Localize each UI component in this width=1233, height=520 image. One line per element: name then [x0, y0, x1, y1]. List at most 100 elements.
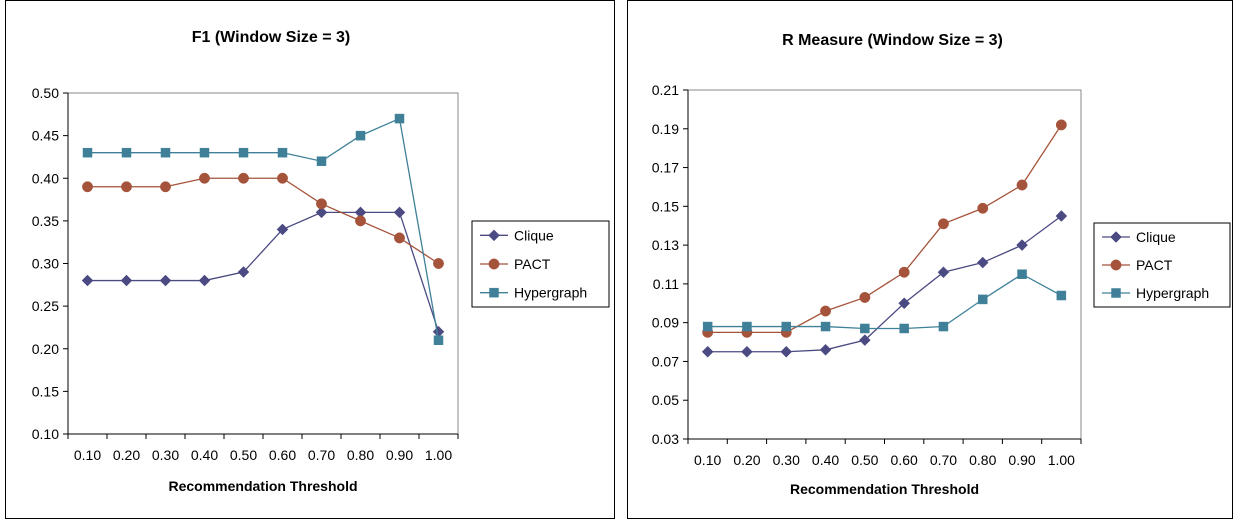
legend-marker-clique	[488, 229, 500, 242]
data-point-pact	[121, 181, 132, 193]
x-tick-label: 0.50	[230, 447, 257, 463]
legend-marker-hypergraph	[1111, 288, 1121, 298]
legend-label-pact: PACT	[514, 256, 551, 272]
r-measure-chart-panel: R Measure (Window Size = 3) 0.03 0.05 0.07 0…	[627, 0, 1233, 519]
data-point-hypergraph	[742, 321, 752, 332]
x-tick-label: 1.00	[1048, 452, 1075, 468]
data-point-hypergraph	[160, 147, 171, 158]
chart-title: R Measure (Window Size = 3)	[782, 32, 1003, 49]
legend-label-clique: Clique	[1136, 229, 1176, 245]
series-clique	[701, 210, 1068, 358]
legend-label-hypergraph: Hypergraph	[514, 285, 587, 301]
data-point-pact	[938, 218, 949, 230]
x-tick-label: 0.10	[74, 447, 101, 463]
series-clique	[81, 206, 445, 338]
y-tick-label: 0.11	[653, 276, 679, 292]
data-point-clique	[780, 345, 793, 358]
data-point-pact	[898, 266, 910, 278]
x-tick-label: 0.90	[386, 447, 413, 463]
data-point-clique	[701, 345, 714, 358]
data-point-hypergraph	[238, 147, 249, 158]
legend: Clique PACT Hypergraph	[471, 220, 610, 308]
data-point-hypergraph	[199, 147, 210, 158]
x-tick-label: 1.00	[425, 447, 452, 463]
legend-label-pact: PACT	[1136, 257, 1173, 273]
x-tick-label: 0.40	[191, 447, 218, 463]
y-tick-label: 0.20	[32, 341, 59, 357]
y-tick-label: 0.40	[32, 170, 59, 186]
plot-area	[687, 89, 1082, 440]
data-point-clique	[819, 343, 832, 356]
y-tick-label: 0.35	[32, 213, 59, 229]
data-point-pact	[1055, 119, 1067, 131]
data-point-clique	[276, 223, 289, 236]
data-point-pact	[199, 172, 210, 184]
series-line-hypergraph	[87, 117, 440, 341]
y-tick-label: 0.03	[652, 431, 679, 447]
data-point-pact	[820, 305, 832, 317]
data-point-hypergraph	[899, 323, 909, 334]
data-point-pact	[977, 202, 989, 214]
series-pact	[702, 119, 1067, 338]
data-point-hypergraph	[355, 130, 366, 141]
data-point-clique	[81, 274, 94, 287]
data-point-clique	[198, 274, 211, 287]
x-tick-label: 0.60	[269, 447, 296, 463]
legend-marker-pact	[488, 258, 500, 270]
series-line-clique	[87, 211, 440, 332]
data-point-clique	[858, 334, 871, 346]
data-point-hypergraph	[121, 147, 132, 158]
x-tick-label: 0.90	[1008, 452, 1035, 468]
legend-label-hypergraph: Hypergraph	[1136, 285, 1209, 301]
data-point-hypergraph	[702, 321, 713, 332]
y-tick-label: 0.09	[652, 315, 679, 331]
x-tick-label: 0.50	[851, 452, 878, 468]
y-tick-label: 0.45	[32, 128, 59, 144]
data-point-pact	[394, 232, 405, 244]
data-point-clique	[976, 256, 989, 269]
y-tick-label: 0.15	[32, 383, 59, 399]
data-point-clique	[159, 274, 172, 287]
data-point-hypergraph	[978, 294, 988, 305]
data-point-hypergraph	[1056, 290, 1067, 301]
y-tick-label: 0.50	[32, 85, 59, 101]
x-tick-label: 0.80	[969, 452, 996, 468]
data-point-clique	[898, 297, 911, 310]
x-tick-label: 0.20	[113, 447, 140, 463]
data-point-pact	[238, 172, 249, 184]
y-tick-label: 0.10	[32, 426, 59, 442]
x-tick-label: 0.30	[773, 452, 800, 468]
data-point-pact	[277, 172, 288, 184]
data-point-hypergraph	[781, 321, 791, 332]
y-tick-label: 0.05	[652, 392, 679, 408]
data-point-pact	[355, 215, 366, 227]
legend-label-clique: Clique	[514, 227, 554, 243]
data-point-clique	[120, 274, 133, 287]
data-point-hypergraph	[316, 156, 327, 166]
data-point-hypergraph	[277, 147, 288, 158]
x-tick-label: 0.70	[930, 452, 957, 468]
x-tick-label: 0.40	[812, 452, 839, 468]
data-point-clique	[1016, 239, 1028, 251]
x-tick-label: 0.20	[733, 452, 760, 468]
legend-marker-pact	[1110, 259, 1122, 271]
data-point-clique	[741, 345, 753, 358]
data-point-pact	[433, 258, 444, 269]
series-hypergraph	[82, 113, 444, 345]
data-point-clique	[315, 206, 328, 219]
series-line-hypergraph	[707, 273, 1062, 330]
series-line-pact	[707, 124, 1062, 334]
y-tick-label: 0.07	[652, 353, 679, 369]
data-point-hypergraph	[82, 147, 93, 158]
x-axis-label: Recommendation Threshold	[790, 481, 979, 497]
x-tick-label: 0.10	[694, 452, 721, 468]
data-point-pact	[1016, 179, 1028, 191]
plot-area	[67, 92, 459, 435]
series-pact	[82, 172, 444, 269]
data-point-clique	[1055, 210, 1068, 222]
y-tick-label: 0.21	[652, 82, 679, 98]
f1-chart-panel: F1 (Window Size = 3) 0.10 0.15 0.20 0.25 0.30…	[5, 0, 615, 519]
data-point-clique	[937, 266, 950, 279]
y-tick-label: 0.19	[652, 121, 679, 137]
data-point-hypergraph	[820, 321, 831, 332]
